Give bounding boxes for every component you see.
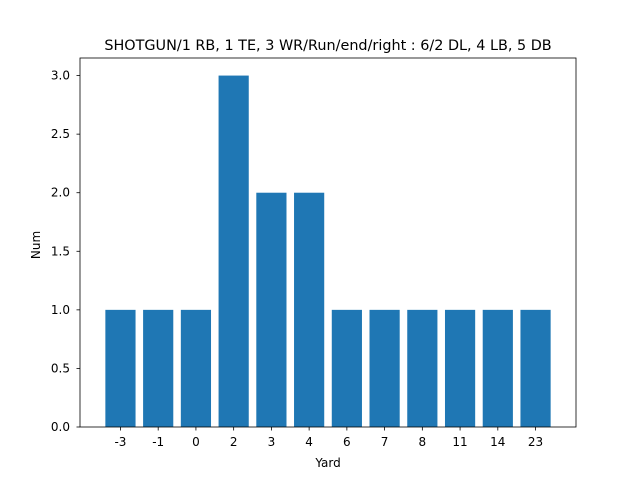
- x-tick-label: 3: [268, 435, 276, 449]
- x-tick-label: 23: [528, 435, 543, 449]
- x-tick-label: 0: [192, 435, 200, 449]
- bar-14: [482, 309, 513, 427]
- bar-7: [369, 309, 400, 427]
- x-tick-label: 4: [305, 435, 313, 449]
- bar-2: [218, 75, 249, 428]
- bar-3: [256, 192, 287, 427]
- x-tick-label: 7: [381, 435, 389, 449]
- bar--1: [143, 309, 174, 427]
- x-axis-ticks: -3 -1 0 2 3 4 6 7 8 11 14 23: [114, 427, 543, 449]
- y-tick-label: 2.5: [51, 127, 70, 141]
- chart-title: SHOTGUN/1 RB, 1 TE, 3 WR/Run/end/right :…: [104, 38, 551, 54]
- bar-23: [520, 309, 551, 427]
- x-tick-label: -1: [152, 435, 164, 449]
- y-tick-label: 3.0: [51, 69, 70, 83]
- x-tick-label: -3: [114, 435, 126, 449]
- y-tick-label: 0.5: [51, 361, 70, 375]
- x-tick-label: 2: [230, 435, 238, 449]
- y-tick-label: 1.5: [51, 244, 70, 258]
- x-tick-label: 14: [490, 435, 505, 449]
- plot-area-frame: [79, 57, 577, 428]
- bar-8: [407, 309, 438, 427]
- bar-6: [331, 309, 362, 427]
- y-tick-label: 2.0: [51, 186, 70, 200]
- y-tick-label: 1.0: [51, 303, 70, 317]
- x-axis-label: Yard: [314, 456, 340, 470]
- x-tick-label: 11: [452, 435, 467, 449]
- x-tick-label: 6: [343, 435, 351, 449]
- bar-4: [294, 192, 325, 427]
- y-axis-label: Num: [29, 231, 43, 259]
- y-tick-label: 0.0: [51, 420, 70, 434]
- bar-0: [180, 309, 212, 427]
- y-axis-ticks: 0.0 0.5 1.0 1.5 2.0 2.5 3.0: [51, 69, 80, 434]
- bars-group: [105, 75, 551, 428]
- bar-11: [444, 309, 476, 427]
- x-tick-label: 8: [419, 435, 427, 449]
- bar--3: [105, 309, 136, 427]
